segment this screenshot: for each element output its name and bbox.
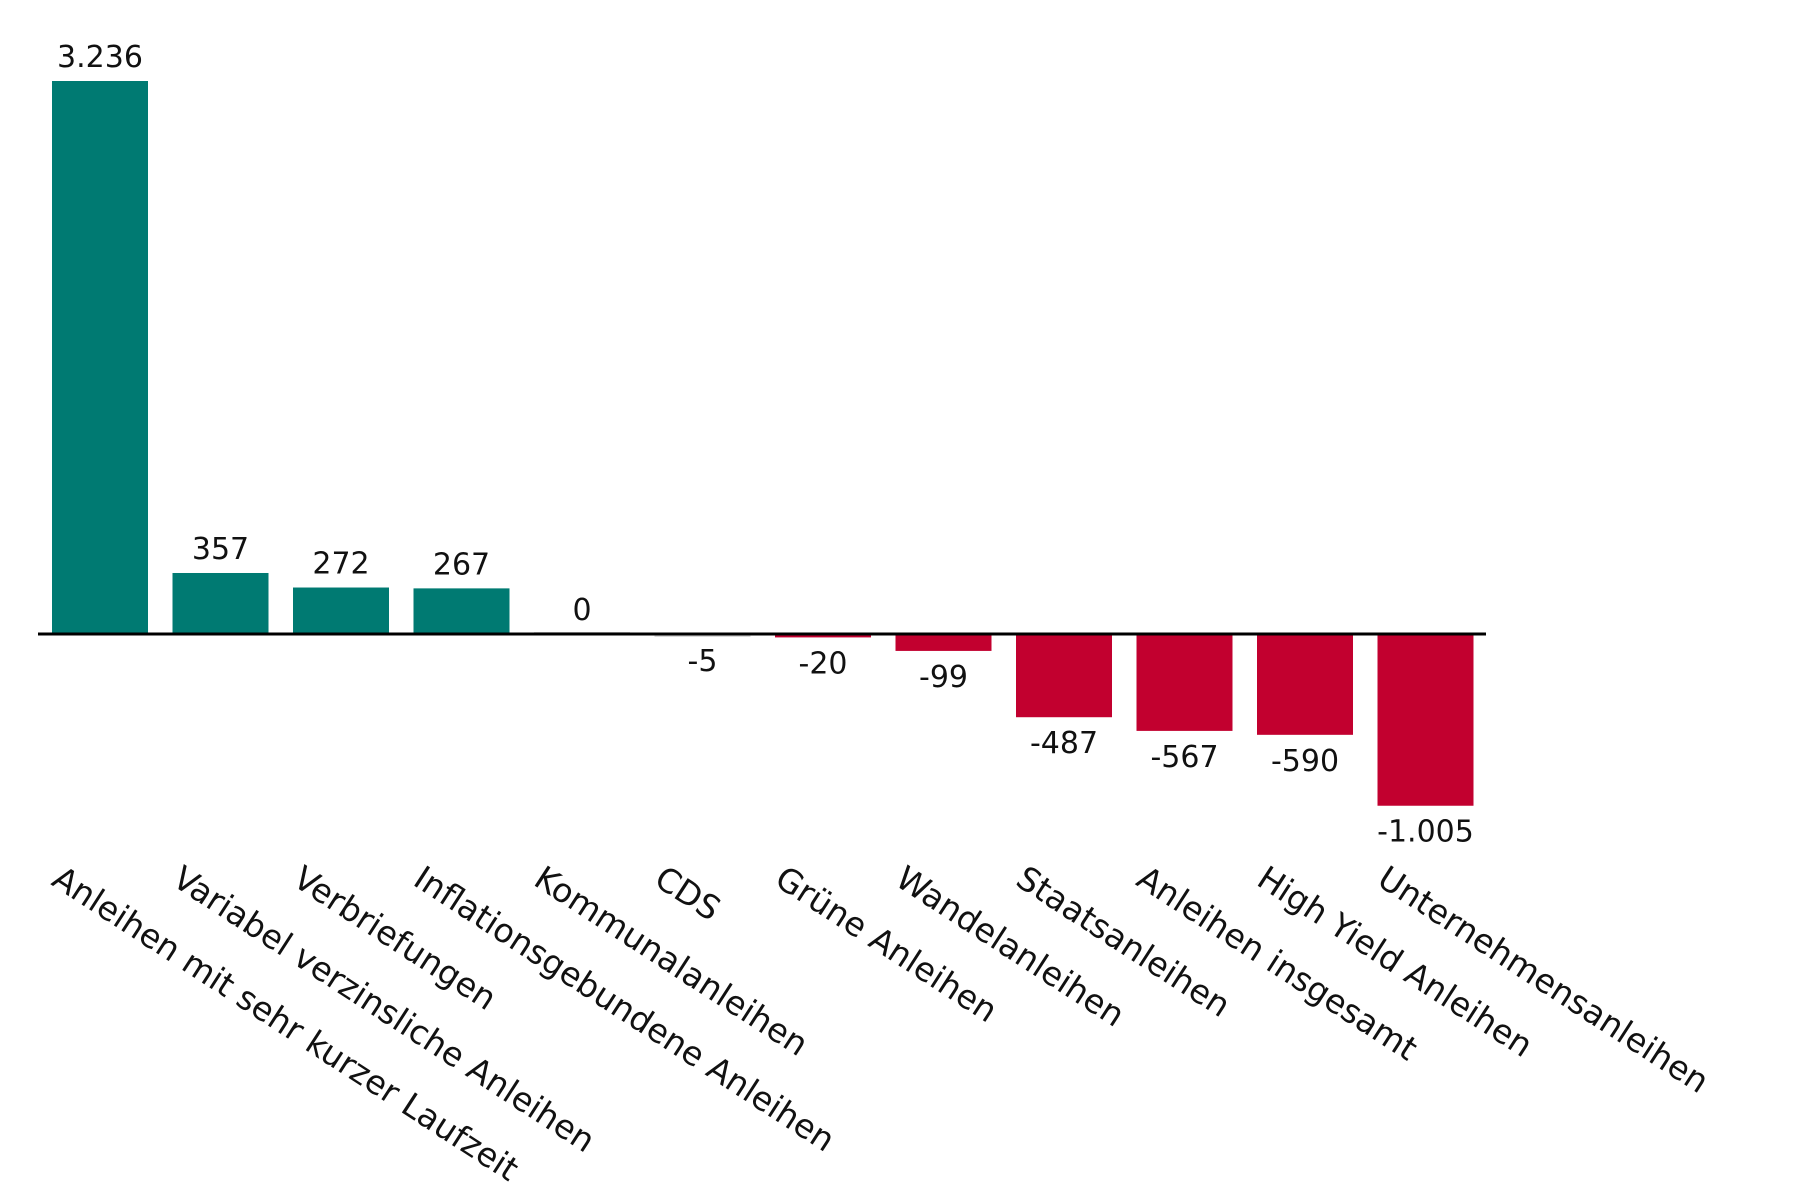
value-label-10: -567: [1150, 740, 1218, 775]
value-label-7: -20: [799, 646, 848, 681]
value-label-9: -487: [1030, 726, 1098, 761]
category-label-7: Grüne Anleihen: [769, 858, 1005, 1030]
bar-3: [293, 587, 389, 634]
value-label-6: -5: [688, 644, 718, 679]
bar-11: [1257, 634, 1353, 735]
value-label-2: 357: [192, 532, 249, 567]
bar-8: [895, 634, 992, 651]
bar-2: [172, 572, 269, 634]
value-label-5: 0: [572, 593, 591, 628]
category-labels-group: Anleihen mit sehr kurzer LaufzeitVariabe…: [46, 858, 1716, 1189]
bars-group: [52, 81, 1474, 806]
bar-4: [413, 588, 510, 634]
bar-12: [1377, 634, 1474, 806]
value-labels-group: 3.236 357 272 267 0 -5 -20 -99 -487 -567 -590 -1.00…: [57, 40, 1474, 850]
category-label-6: CDS: [648, 858, 727, 929]
bar-7: [775, 634, 871, 638]
value-label-12: -1.005: [1377, 815, 1474, 850]
bar-10: [1136, 634, 1233, 731]
value-label-4: 267: [433, 547, 490, 582]
value-label-8: -99: [919, 660, 968, 695]
value-label-1: 3.236: [57, 40, 143, 75]
value-label-11: -590: [1271, 744, 1339, 779]
value-label-3: 272: [312, 547, 369, 582]
bar-9: [1016, 634, 1112, 718]
bar-1: [52, 81, 148, 634]
